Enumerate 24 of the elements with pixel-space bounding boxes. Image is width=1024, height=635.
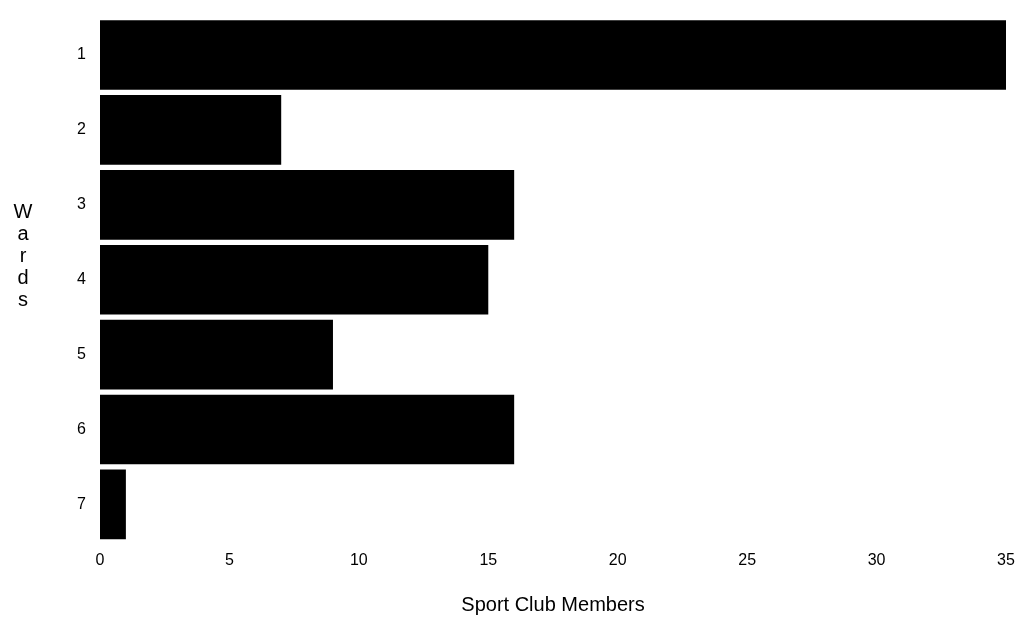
x-tick-label: 25 — [738, 550, 757, 568]
y-tick-label: 7 — [77, 494, 87, 512]
bar — [100, 469, 126, 540]
x-tick-label: 35 — [997, 550, 1015, 568]
y-tick-label: 5 — [77, 344, 87, 362]
bar — [100, 394, 515, 465]
bar — [100, 20, 1006, 90]
x-axis-title: Sport Club Members — [461, 592, 645, 615]
y-tick-label: 4 — [77, 270, 87, 288]
y-tick-label: 6 — [77, 419, 87, 437]
x-tick-label: 20 — [608, 550, 627, 568]
y-tick-label: 1 — [77, 45, 87, 63]
bar — [100, 319, 333, 390]
y-tick-label: 2 — [77, 120, 87, 138]
bar — [100, 95, 282, 165]
x-tick-label: 0 — [95, 550, 105, 568]
x-tick-label: 30 — [867, 550, 886, 568]
x-tick-label: 5 — [224, 550, 234, 568]
bar — [100, 244, 489, 315]
bar — [100, 169, 515, 240]
y-axis-title: Wards — [11, 200, 35, 310]
x-tick-label: 10 — [349, 550, 368, 568]
y-tick-label: 3 — [77, 195, 87, 213]
x-tick-label: 15 — [479, 550, 498, 568]
